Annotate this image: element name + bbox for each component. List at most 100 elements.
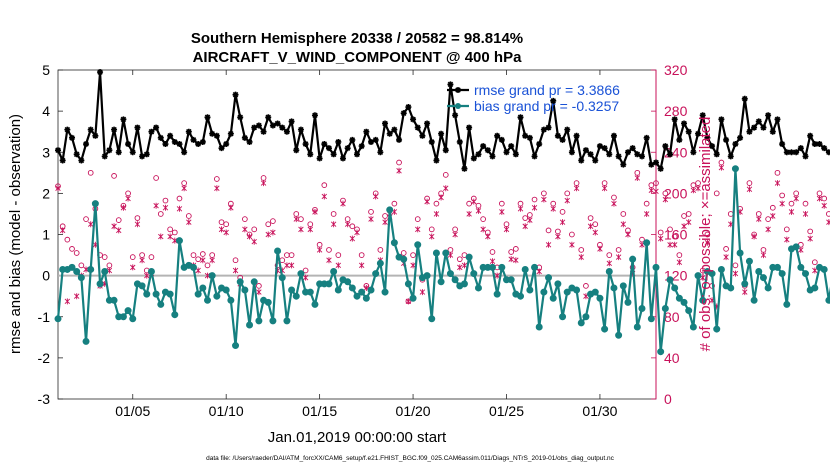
rmse-point xyxy=(171,138,178,145)
y-tick-label: 4 xyxy=(42,103,50,119)
obs-possible-marker xyxy=(541,190,547,197)
obs-assimilated-marker xyxy=(564,197,570,204)
obs-possible-marker xyxy=(218,219,225,226)
rmse-point xyxy=(358,143,365,150)
bias-point xyxy=(643,239,651,247)
rmse-point xyxy=(391,126,398,133)
obs-assimilated-marker xyxy=(671,241,678,248)
obs-possible-marker xyxy=(265,221,272,228)
obs-possible-marker xyxy=(723,246,729,252)
rmse-point xyxy=(134,124,141,131)
bias-point xyxy=(423,272,431,280)
y-tick-label: -3 xyxy=(38,391,51,407)
obs-assimilated-marker xyxy=(167,233,173,240)
bias-point xyxy=(465,253,473,261)
rmse-point xyxy=(237,114,244,121)
bias-point xyxy=(400,255,408,263)
rmse-point xyxy=(372,136,379,143)
legend-label-rmse: rmse grand pr = 3.3866 xyxy=(474,82,620,98)
rmse-point xyxy=(419,132,426,139)
rmse-point xyxy=(769,128,776,135)
obs-assimilated-marker xyxy=(461,262,468,269)
obs-assimilated-marker xyxy=(779,200,785,207)
bias-point xyxy=(624,298,632,306)
bias-point xyxy=(54,315,62,323)
bias-point xyxy=(610,284,618,292)
rmse-point xyxy=(788,149,795,156)
bias-point xyxy=(124,307,132,315)
obs-assimilated-marker xyxy=(620,221,627,228)
obs-assimilated-marker xyxy=(433,210,440,217)
obs-assimilated-marker xyxy=(569,241,575,248)
obs-assimilated-marker xyxy=(344,221,351,228)
rmse-point xyxy=(442,147,449,154)
obs-assimilated-marker xyxy=(368,216,374,223)
obs-assimilated-marker xyxy=(555,233,561,240)
rmse-point xyxy=(802,153,809,160)
rmse-point xyxy=(307,151,314,158)
obs-assimilated-marker xyxy=(676,259,683,266)
bias-point xyxy=(138,282,146,290)
obs-assimilated-marker xyxy=(223,229,229,236)
bias-point xyxy=(376,259,384,267)
obs-assimilated-marker xyxy=(139,257,145,264)
rmse-point xyxy=(274,120,281,127)
bias-point xyxy=(409,294,417,302)
bias-point xyxy=(236,278,244,286)
bias-point xyxy=(759,274,767,282)
bias-point xyxy=(517,292,525,300)
obs-assimilated-marker xyxy=(611,200,617,207)
rmse-point xyxy=(568,149,575,156)
bias-point xyxy=(189,263,197,271)
obs-assimilated-marker xyxy=(382,219,388,226)
rmse-point xyxy=(111,126,118,133)
bias-point xyxy=(820,265,828,273)
obs-assimilated-marker xyxy=(452,231,458,238)
rmse-point xyxy=(751,124,758,131)
bias-point xyxy=(825,296,830,304)
rmse-point xyxy=(573,132,580,139)
obs-assimilated-marker xyxy=(176,205,183,212)
obs-assimilated-marker xyxy=(246,233,253,240)
rmse-point xyxy=(638,153,645,160)
obs-assimilated-marker xyxy=(657,235,664,242)
bias-point xyxy=(292,292,300,300)
obs-possible-marker xyxy=(620,211,627,217)
rmse-point xyxy=(349,136,356,143)
bias-point xyxy=(269,317,277,325)
rmse-point xyxy=(741,95,748,102)
obs-assimilated-marker xyxy=(662,196,669,203)
obs-possible-marker xyxy=(755,211,762,217)
bias-point xyxy=(573,286,581,294)
obs-possible-marker xyxy=(456,256,463,263)
obs-possible-marker xyxy=(774,169,781,176)
rmse-point xyxy=(311,112,318,119)
obs-possible-marker xyxy=(414,216,421,222)
obs-assimilated-marker xyxy=(186,219,192,226)
bias-point xyxy=(559,313,567,321)
legend-marker-rmse xyxy=(455,87,461,93)
obs-assimilated-marker xyxy=(256,289,262,296)
rmse-point xyxy=(466,124,473,131)
rmse-point xyxy=(410,116,417,123)
obs-assimilated-marker xyxy=(643,210,650,217)
obs-possible-marker xyxy=(176,195,183,202)
rmse-point xyxy=(232,91,239,98)
bias-point xyxy=(629,255,637,263)
obs-possible-marker xyxy=(302,267,309,274)
rmse-point xyxy=(433,157,440,164)
bias-point xyxy=(493,290,501,298)
y-tick-label: 2 xyxy=(42,185,50,201)
obs-possible-marker xyxy=(826,211,830,217)
obs-assimilated-marker xyxy=(372,193,379,200)
bias-point xyxy=(526,286,534,294)
obs-assimilated-marker xyxy=(429,233,435,240)
y-tick-label: -2 xyxy=(38,350,51,366)
obs-assimilated-marker xyxy=(321,193,328,200)
obs-assimilated-marker xyxy=(784,236,790,243)
obs-assimilated-marker xyxy=(419,289,426,296)
bias-point xyxy=(348,284,356,292)
obs-assimilated-marker xyxy=(130,264,136,271)
bias-point xyxy=(82,337,90,345)
